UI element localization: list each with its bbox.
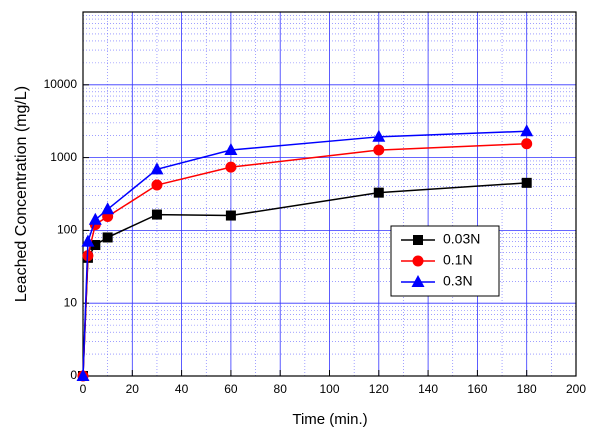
x-tick-label: 120 (369, 382, 389, 396)
x-tick-label: 0 (80, 382, 87, 396)
y-tick-label: 0 (70, 368, 77, 382)
legend-marker (413, 235, 423, 245)
marker (76, 369, 90, 381)
x-tick-label: 100 (319, 382, 339, 396)
x-tick-label: 140 (418, 382, 438, 396)
marker (521, 177, 532, 188)
marker (225, 161, 237, 173)
marker (224, 143, 238, 156)
marker (372, 129, 386, 142)
marker (81, 234, 95, 247)
x-tick-label: 80 (274, 382, 288, 396)
legend-label: 0.3N (443, 273, 473, 289)
legend-marker (411, 275, 425, 287)
x-tick-label: 180 (517, 382, 537, 396)
legend-marker (412, 255, 424, 267)
marker (88, 212, 102, 225)
marker (151, 179, 163, 191)
legend-label: 0.1N (443, 252, 473, 268)
x-tick-label: 40 (175, 382, 189, 396)
x-axis-label: Time (min.) (292, 411, 367, 428)
y-tick-label: 10000 (44, 77, 78, 91)
marker (373, 187, 384, 198)
y-tick-label: 1000 (50, 150, 77, 164)
x-tick-label: 200 (566, 382, 586, 396)
marker (150, 162, 164, 175)
marker (521, 138, 533, 150)
marker (151, 209, 162, 220)
y-tick-label: 100 (57, 223, 77, 237)
y-tick-label: 10 (64, 295, 78, 309)
marker (102, 232, 113, 243)
x-tick-label: 60 (224, 382, 238, 396)
marker (90, 240, 101, 251)
marker (101, 202, 115, 215)
marker (373, 144, 385, 156)
marker (225, 210, 236, 221)
x-tick-label: 20 (126, 382, 140, 396)
y-axis-label: Leached Concentration (mg/L) (13, 86, 30, 302)
plot-frame (82, 11, 577, 377)
x-tick-label: 160 (467, 382, 487, 396)
legend-label: 0.03N (443, 231, 480, 247)
marker (520, 124, 534, 137)
